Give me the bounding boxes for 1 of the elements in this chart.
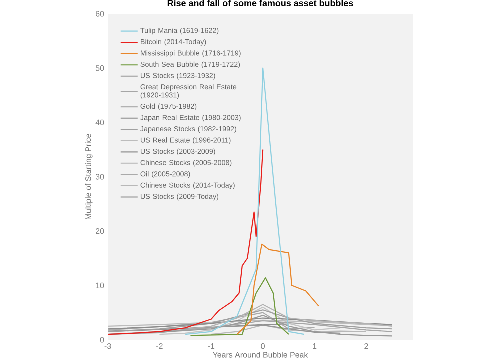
chart-title: Rise and fall of some famous asset bubbles xyxy=(168,0,354,7)
